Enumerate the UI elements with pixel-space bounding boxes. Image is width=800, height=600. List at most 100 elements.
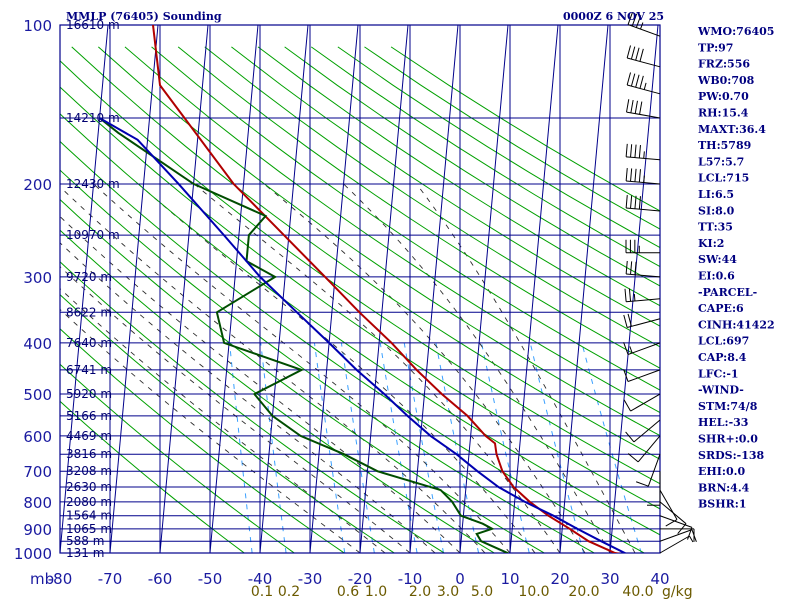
wind-barb-flag — [635, 481, 649, 487]
stat-item: CINH:41422 — [698, 318, 775, 331]
temperature-tick-label: 40 — [650, 570, 669, 588]
height-label: 10970 m — [66, 228, 120, 242]
height-label: 2080 m — [66, 495, 112, 509]
wind-barb-flag — [628, 288, 632, 302]
mixing-ratio-label: 0.1 — [251, 584, 273, 600]
isotherm--80 — [60, 25, 109, 553]
isotherm--70 — [109, 25, 159, 553]
wind-barb — [625, 239, 660, 254]
temperature-tick-label: -30 — [298, 570, 323, 588]
temperature-tick-label: 0 — [455, 570, 465, 588]
wind-barb — [623, 342, 661, 355]
stat-item: LI:6.5 — [698, 188, 734, 201]
pressure-tick-label: 1000 — [14, 545, 52, 563]
moist-adiabat-0 — [60, 308, 361, 553]
wind-barb-flag — [626, 45, 632, 59]
temperature-tick-label: 30 — [600, 570, 619, 588]
wind-barb-staff — [626, 207, 661, 212]
wind-barb — [635, 454, 661, 487]
temperature-tick-label: -50 — [198, 570, 223, 588]
wind-barb-flag — [634, 168, 637, 182]
dry-adiabat-290 — [60, 198, 546, 553]
chart-series — [98, 12, 697, 554]
dry-adiabat-390 — [177, 46, 660, 369]
wind-barb-staff — [630, 393, 661, 412]
mixing-ratio-label: 20.0 — [568, 584, 599, 600]
isotherm-20 — [559, 25, 609, 553]
height-label: 9720 m — [66, 270, 112, 284]
chart-datetime: 0000Z 6 NOV 25 — [563, 10, 664, 23]
temperature-tick-label: 20 — [550, 570, 569, 588]
wind-barb-flag — [630, 195, 633, 209]
wind-barb-flag — [630, 99, 634, 113]
moist-adiabat-2 — [60, 265, 411, 553]
stat-item: BSHR:1 — [698, 498, 747, 511]
chart-grid — [0, 24, 661, 554]
wind-barb-flag — [635, 15, 642, 28]
wind-barb-flag — [624, 288, 627, 302]
mixing-ratio-label: 0.2 — [278, 584, 300, 600]
wind-barb-flag — [627, 453, 639, 463]
mixing-ratio-label: 5.0 — [471, 584, 493, 600]
wind-barb-flag — [639, 75, 644, 89]
isotherm--20 — [359, 25, 409, 553]
stat-item: CAP:8.4 — [698, 351, 747, 364]
wind-barb-flag — [638, 196, 641, 210]
moist-adiabat-5 — [60, 186, 486, 553]
moist-adiabat-3 — [60, 242, 436, 553]
dry-adiabat-260 — [60, 293, 396, 553]
height-label: 1065 m — [66, 522, 112, 536]
wind-barb — [659, 515, 693, 540]
dewpoint-line — [98, 117, 509, 553]
wind-barb-staff — [627, 342, 661, 355]
temperature-tick-label: -10 — [398, 570, 423, 588]
wind-barb — [624, 288, 661, 303]
temperature-tick-label: 10 — [500, 570, 519, 588]
stat-item: TT:35 — [698, 221, 733, 234]
stat-item: SW:44 — [698, 253, 737, 266]
wind-barb-flag — [627, 12, 633, 25]
wind-barb-staff — [627, 369, 661, 382]
mixing-ratio-label: 2.0 — [409, 584, 431, 600]
mixing-ratio-label: 3.0 — [437, 584, 459, 600]
wind-barb — [625, 419, 661, 443]
wind-barb-staff — [659, 501, 687, 525]
wind-barb-flag — [639, 101, 643, 115]
dry-adiabat-320 — [60, 113, 660, 536]
wind-barb-flag — [630, 73, 636, 87]
wind-barb — [625, 260, 661, 278]
stats-panel: WMO:76405 TP:97 FRZ:556 WB0:708 PW:0.70 RH:15… — [697, 25, 775, 511]
wind-barb-flag — [629, 346, 633, 354]
wind-barb-flag — [635, 74, 640, 88]
wind-barb — [625, 194, 661, 212]
chart-title: MMLP (76405) Sounding — [66, 10, 222, 23]
isotherm--100 — [0, 25, 8, 553]
plot-frame — [59, 24, 661, 554]
wind-barb — [626, 99, 661, 119]
wind-barb-flag — [691, 529, 697, 542]
dry-adiabat-420 — [257, 46, 660, 307]
plot-area — [0, 25, 660, 553]
wind-barb-flag — [634, 100, 638, 114]
stat-item: HEL:-33 — [698, 416, 748, 429]
wind-barb-staff — [626, 180, 661, 185]
stat-item: KI:2 — [698, 237, 724, 250]
wind-barb-flag — [643, 151, 645, 159]
wind-barb-flag — [625, 143, 628, 157]
wind-barb-staff — [626, 111, 661, 119]
pressure-tick-label: 300 — [23, 269, 52, 287]
wind-barb — [625, 167, 661, 185]
wind-barb-flag — [626, 72, 632, 86]
wind-barb-flag — [626, 99, 630, 113]
stat-item: LCL:715 — [698, 172, 749, 185]
wind-barb — [625, 143, 661, 161]
wind-barb-flag — [665, 519, 678, 527]
wind-barb-staff — [637, 435, 661, 463]
height-label: 8622 m — [66, 305, 112, 319]
height-label: 12430 m — [66, 177, 120, 191]
wind-barb-flag — [634, 144, 637, 158]
temperature-line — [152, 25, 622, 553]
wind-barb — [627, 435, 661, 463]
height-label: 4469 m — [66, 429, 112, 443]
